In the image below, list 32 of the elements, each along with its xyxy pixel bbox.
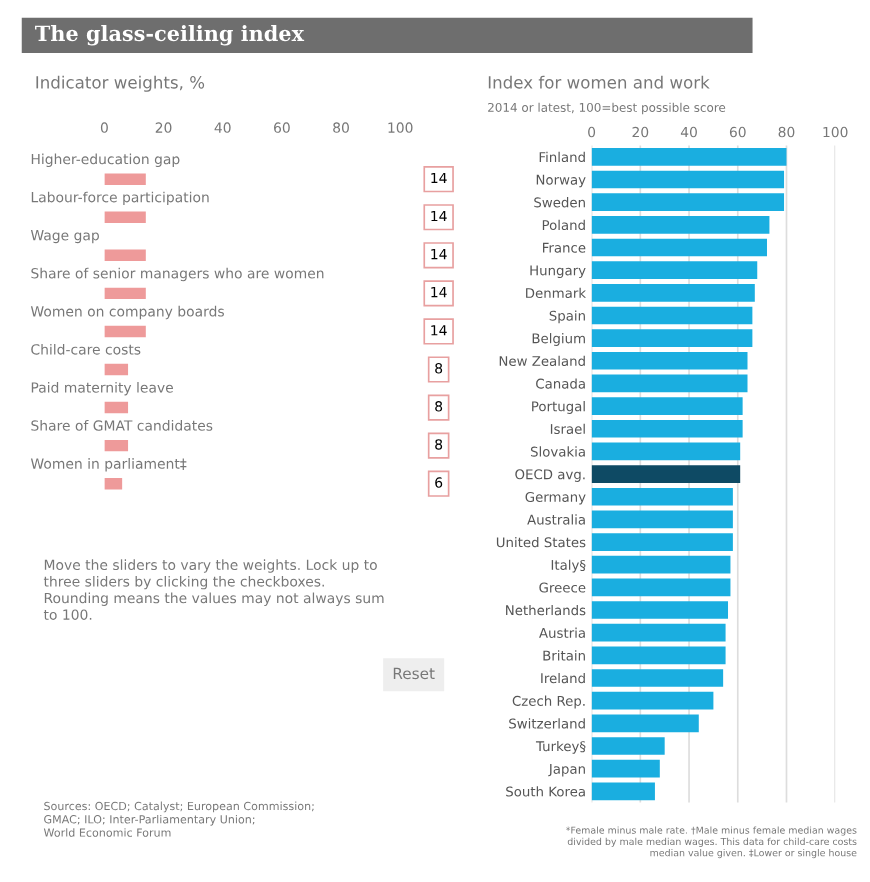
bar bbox=[591, 533, 733, 551]
bar bbox=[591, 714, 699, 733]
bar bbox=[591, 555, 731, 574]
bar bbox=[591, 374, 748, 393]
bar bbox=[591, 737, 665, 755]
bar bbox=[591, 238, 767, 257]
bar bbox=[591, 261, 758, 279]
bar bbox=[591, 216, 770, 234]
bar bbox=[591, 601, 729, 619]
bar bbox=[591, 487, 733, 506]
bar bbox=[591, 465, 741, 483]
bar bbox=[591, 691, 714, 710]
bar bbox=[591, 759, 660, 778]
bar bbox=[591, 193, 785, 212]
bar bbox=[591, 351, 748, 370]
bar bbox=[591, 578, 731, 597]
bar bbox=[591, 397, 743, 415]
bar bbox=[591, 623, 726, 642]
bar bbox=[591, 510, 733, 529]
bar bbox=[591, 283, 755, 302]
bar bbox=[591, 419, 743, 438]
chart-subtitle: Indicator weights, % bbox=[36, 75, 205, 92]
bar bbox=[591, 329, 753, 347]
bar bbox=[591, 442, 741, 461]
bar bbox=[591, 669, 724, 687]
bar bbox=[591, 306, 753, 325]
bar bbox=[591, 782, 655, 801]
bar bbox=[591, 646, 726, 665]
bar bbox=[591, 170, 785, 189]
bar bbox=[591, 148, 787, 166]
chart-title: The glass-ceiling index bbox=[35, 25, 305, 46]
chart-title: Index for women and work bbox=[488, 75, 710, 89]
